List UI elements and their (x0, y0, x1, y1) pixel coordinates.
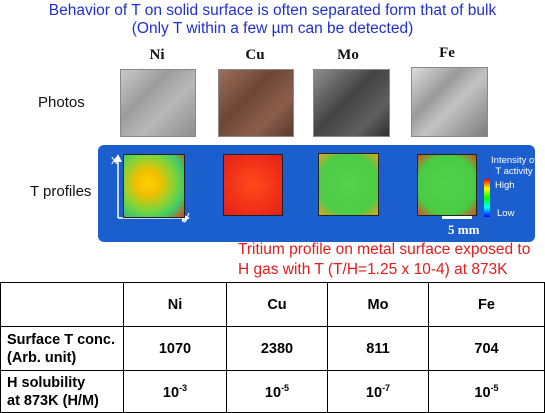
caption-line-2: H gas with T (T/H=1.25 x 10-4) at 873K (238, 261, 508, 278)
table-header-fe: Fe (428, 282, 545, 327)
axis-y-label: y (183, 208, 190, 223)
scale-bar (442, 216, 472, 219)
tprofile-mo (318, 153, 379, 216)
table-row: H solubility at 873K (H/M) 10-3 10-5 10-… (0, 370, 545, 413)
table-header-mo: Mo (327, 282, 429, 327)
scale-bar-label: 5 mm (448, 222, 480, 237)
results-table: Ni Cu Mo Fe Surface T conc. (Arb. unit) … (0, 282, 545, 413)
surface-conc-fe: 704 (428, 326, 545, 371)
h-solubility-cu: 10-5 (226, 370, 328, 413)
photos-row-label: Photos (38, 94, 85, 111)
surface-conc-ni: 1070 (123, 326, 227, 371)
table-header-empty (0, 282, 124, 327)
h-solubility-fe: 10-5 (428, 370, 545, 413)
surface-conc-cu: 2380 (226, 326, 328, 371)
surface-conc-label: Surface T conc. (Arb. unit) (0, 326, 124, 371)
tprofile-ni (123, 154, 185, 218)
tprofile-cu (223, 154, 283, 216)
h-solubility-ni: 10-3 (123, 370, 227, 413)
metal-label-cu: Cu (245, 47, 265, 63)
tprofile-fe (417, 154, 477, 216)
title-line-2: (Only T within a few µm can be detected) (131, 20, 414, 37)
table-row: Surface T conc. (Arb. unit) 1070 2380 81… (0, 326, 545, 371)
legend-title-1: Intensity of (491, 155, 537, 166)
table-header-ni: Ni (123, 282, 227, 327)
metal-label-fe: Fe (439, 45, 455, 61)
surface-conc-mo: 811 (327, 326, 429, 371)
axis-arrows (114, 154, 190, 222)
legend-title-2: T activity (495, 166, 533, 177)
title-line-1: Behavior of T on solid surface is often … (48, 2, 497, 19)
legend-low-label: Low (497, 208, 515, 219)
photo-mo (313, 69, 390, 137)
table-header-row: Ni Cu Mo Fe (0, 282, 545, 327)
legend-color-bar (484, 179, 490, 217)
photo-ni (120, 69, 196, 137)
legend-high-label: High (495, 180, 515, 191)
table-header-cu: Cu (226, 282, 328, 327)
metal-label-ni: Ni (149, 47, 165, 63)
axis-x-label: x (111, 152, 118, 167)
tprofiles-row-label: T profiles (30, 183, 92, 200)
metal-label-mo: Mo (337, 47, 359, 63)
h-solubility-mo: 10-7 (327, 370, 429, 413)
caption-line-1: Tritium profile on metal surface exposed… (238, 241, 531, 258)
photo-fe (411, 67, 488, 137)
photo-cu (218, 69, 294, 137)
h-solubility-label: H solubility at 873K (H/M) (0, 370, 124, 413)
